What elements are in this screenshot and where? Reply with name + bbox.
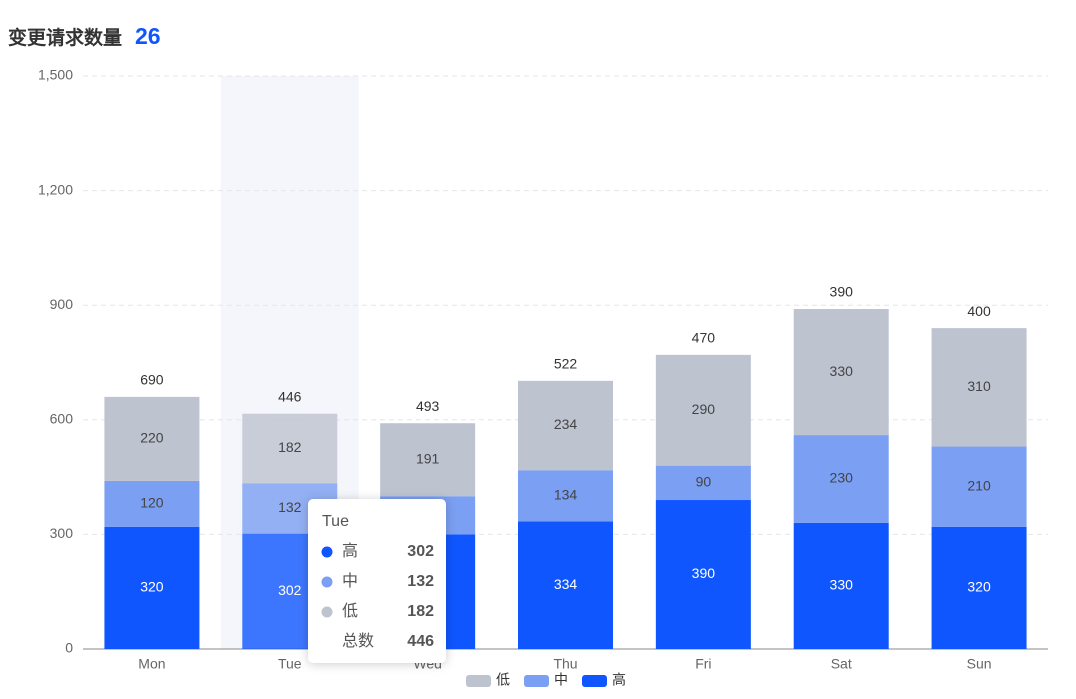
x-tick-label: Mon [138,656,165,672]
bar-segment [655,354,751,466]
total-label: 400 [967,303,991,319]
tooltip-dot [321,576,333,588]
y-tick-label: 900 [50,296,74,312]
bar-segment [518,470,613,522]
legend-label: 低 [496,672,510,688]
y-tick-label: 300 [50,525,74,541]
total-label: 522 [554,356,578,372]
tooltip-title: Tue [322,513,349,530]
tooltip: Tue 高 302 中 132 低 182 总数 446 [308,499,446,663]
tooltip-dot [321,546,333,558]
bar-label: 90 [696,474,712,490]
bar-segment [104,480,200,527]
bar-segment [242,413,338,484]
count: 26 [135,23,161,49]
tooltip-box [308,499,446,663]
bar-segment [518,380,613,471]
total-label: 690 [140,372,164,388]
chart-title: 变更请求数量 [8,26,122,49]
bar-segment [104,526,200,649]
bar-label: 310 [967,378,991,394]
bar-segment [104,396,200,481]
legend-label: 中 [554,672,568,688]
bar-label: 230 [830,470,854,486]
bar-segment [380,423,476,497]
bar-segment [518,521,613,649]
bar-label: 182 [278,439,302,455]
bar-label: 390 [692,565,716,581]
bar-label: 191 [416,450,440,466]
y-tick-label: 1,200 [38,181,73,197]
bar-label: 320 [967,579,991,595]
bar-segment [793,522,889,649]
bar-label: 320 [140,579,164,595]
x-tick-label: Tue [278,656,302,672]
y-tick-label: 600 [50,411,74,427]
bar-segment [793,309,889,436]
bar-label: 120 [140,495,164,511]
bar-label: 334 [554,576,578,592]
bar-label: 132 [278,499,302,515]
tooltip-value: 182 [407,603,434,620]
tooltip-value: 302 [407,543,434,560]
bar-label: 330 [830,363,854,379]
x-tick-label: Sun [967,656,992,672]
y-tick-label: 0 [65,640,73,656]
bar-label: 220 [140,430,164,446]
legend-label: 高 [612,672,626,688]
tooltip-name: 中 [342,572,358,590]
tooltip-dot [321,606,333,618]
bar-segment [931,328,1027,447]
bar-segment [655,465,751,501]
tooltip-name: 低 [342,602,358,620]
bar-label: 302 [278,582,302,598]
bar-segment [655,500,751,649]
legend-swatch [466,675,491,687]
bar-label: 330 [830,577,854,593]
bar-segment [793,435,889,523]
bar-segment [931,526,1027,649]
bar-label: 290 [692,401,716,417]
bar-label: 234 [554,416,578,432]
y-tick-label: 1,500 [38,67,73,83]
tooltip-name: 高 [342,542,358,560]
tooltip-name: 总数 [342,632,374,650]
bar-label: 134 [554,487,578,503]
total-label: 470 [692,330,716,346]
x-tick-label: Sat [831,656,852,672]
total-label: 446 [278,388,302,404]
legend-swatch [524,675,549,687]
tooltip-value: 132 [407,573,434,590]
bar-label: 210 [967,477,991,493]
bar-segment [931,446,1027,527]
x-tick-label: Thu [553,656,577,672]
total-label: 493 [416,398,440,414]
total-label: 390 [830,284,854,300]
x-tick-label: Fri [695,656,711,672]
tooltip-value: 446 [407,633,434,650]
legend-swatch [582,675,607,687]
